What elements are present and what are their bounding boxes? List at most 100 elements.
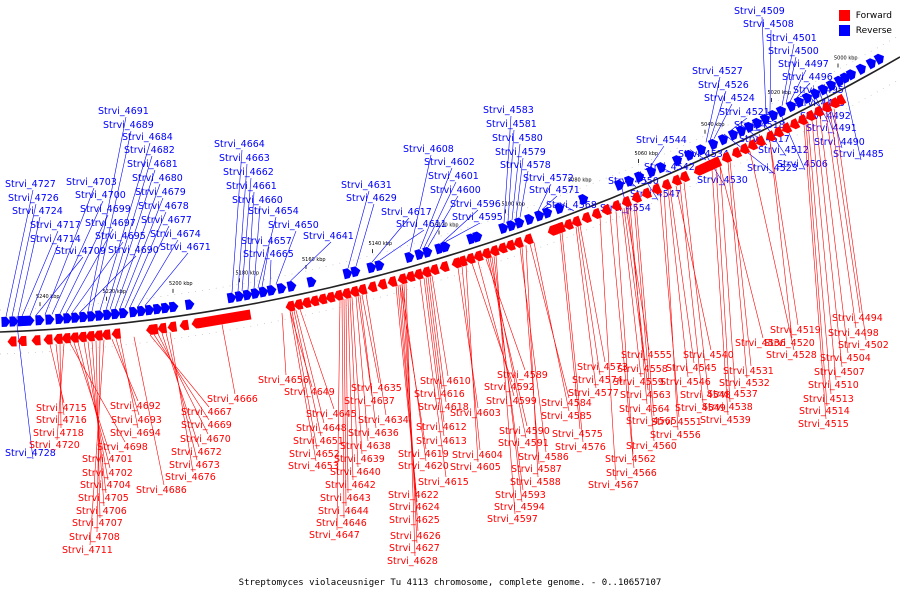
forward-gene-leader — [683, 182, 709, 391]
reverse-gene-label: Strvi_4572 — [523, 173, 574, 184]
reverse-gene-label: Strvi_4526 — [698, 80, 749, 91]
reverse-gene-arrow — [498, 222, 509, 235]
reverse-gene-label: Strvi_4695 — [95, 231, 146, 242]
tick-label: 5100 kbp — [502, 201, 526, 207]
forward-gene-arrow — [671, 174, 683, 186]
reverse-gene-arrow — [258, 286, 269, 298]
forward-gene-label: Strvi_4667 — [181, 407, 232, 418]
forward-gene-leader — [577, 226, 601, 376]
forward-gene-label: Strvi_4640 — [330, 467, 381, 478]
forward-gene-label: Strvi_4594 — [494, 502, 545, 513]
forward-gene-leader — [465, 265, 479, 463]
forward-gene-arrow — [798, 113, 809, 126]
reverse-gene-leader — [795, 82, 811, 99]
reverse-gene-leader — [379, 229, 425, 261]
reverse-gene-arrow — [1, 316, 11, 327]
tick-label: 5140 kbp — [369, 241, 393, 247]
reverse-gene-arrow — [286, 281, 297, 292]
reverse-gene-arrow — [128, 306, 139, 318]
reverse-gene-arrow — [152, 303, 163, 315]
reverse-gene-label: Strvi_4650 — [268, 220, 319, 231]
reverse-gene-arrow — [767, 110, 779, 122]
reverse-gene-leader — [137, 239, 179, 307]
reverse-gene-leader — [355, 203, 375, 267]
forward-gene-arrow — [61, 333, 71, 344]
forward-gene-leader — [635, 202, 655, 417]
forward-gene-arrow — [489, 245, 500, 257]
forward-gene-arrow — [341, 287, 352, 299]
forward-gene-arrow — [679, 170, 691, 183]
reverse-gene-arrow — [865, 58, 876, 70]
forward-gene-leader — [361, 294, 380, 384]
reverse-gene-label: Strvi_4717 — [30, 220, 81, 231]
forward-gene-leader — [431, 275, 449, 377]
reverse-gene-leader — [269, 259, 272, 286]
forward-gene-leader — [429, 276, 447, 403]
forward-gene-leader — [345, 298, 349, 494]
forward-gene-label: Strvi_4610 — [420, 376, 471, 387]
reverse-gene-arrow — [817, 84, 828, 96]
forward-gene-leader — [833, 108, 867, 341]
forward-gene-arrow — [651, 183, 663, 195]
reverse-gene-arrow — [136, 305, 147, 317]
forward-gene-arrow — [53, 333, 63, 344]
reverse-gene-label: Strvi_4491 — [806, 123, 857, 134]
forward-gene-arrow — [830, 97, 841, 109]
reverse-gene-arrow — [534, 210, 545, 222]
forward-gene-label: Strvi_4636 — [348, 428, 399, 439]
reverse-gene-arrow — [717, 134, 729, 146]
forward-gene-leader — [133, 336, 165, 486]
reverse-swatch — [838, 25, 850, 36]
forward-gene-arrow — [755, 135, 767, 147]
reverse-gene-label: Strvi_4508 — [743, 19, 794, 30]
forward-gene-leader — [495, 255, 516, 515]
reverse-gene-leader — [769, 29, 772, 112]
forward-gene-leader — [629, 205, 648, 405]
reverse-gene-label: Strvi_4665 — [243, 249, 294, 260]
forward-gene-leader — [729, 161, 752, 367]
forward-gene-leader — [811, 120, 837, 381]
forward-gene-leader — [77, 342, 111, 469]
forward-gene-arrow — [357, 283, 368, 295]
reverse-gene-label: Strvi_4682 — [124, 145, 175, 156]
reverse-gene-leader — [5, 189, 34, 317]
forward-gene-leader — [829, 110, 861, 314]
forward-gene-label: Strvi_4619 — [398, 449, 449, 460]
reverse-gene-arrow — [71, 312, 81, 323]
reverse-gene-leader — [761, 16, 767, 114]
forward-gene-label: Strvi_4546 — [660, 377, 711, 388]
forward-gene-label: Strvi_4528 — [766, 350, 817, 361]
reverse-gene-leader — [713, 103, 733, 139]
forward-gene-arrow — [747, 139, 759, 151]
forward-gene-leader — [119, 338, 139, 429]
forward-gene-label: Strvi_4652 — [289, 449, 340, 460]
forward-gene-label: Strvi_4532 — [719, 378, 770, 389]
forward-gene-label: Strvi_4531 — [723, 366, 774, 377]
tick-label: 5120 kbp — [435, 223, 459, 229]
reverse-gene-label: Strvi_4679 — [135, 187, 186, 198]
forward-gene-leader — [609, 213, 635, 469]
reverse-gene-leader — [261, 246, 270, 288]
reverse-gene-label: Strvi_4726 — [8, 193, 59, 204]
forward-gene-arrow — [439, 260, 450, 272]
forward-gene-label: Strvi_4708 — [69, 532, 120, 543]
forward-gene-leader — [87, 341, 107, 494]
forward-gene-arrow — [631, 191, 643, 203]
reverse-gene-label: Strvi_4641 — [303, 231, 354, 242]
forward-gene-leader — [807, 122, 832, 395]
forward-gene-leader — [529, 243, 570, 399]
forward-gene-label: Strvi_4588 — [510, 477, 561, 488]
reverse-gene-arrow — [578, 194, 589, 206]
reverse-gene-leader — [129, 225, 170, 308]
forward-gene-leader — [669, 188, 695, 364]
reverse-gene-leader — [114, 183, 161, 310]
forward-gene-leader — [659, 192, 680, 418]
forward-gene-leader — [675, 185, 712, 351]
forward-gene-label: Strvi_4718 — [33, 428, 84, 439]
reverse-gene-arrow — [414, 249, 425, 261]
forward-gene-leader — [221, 324, 236, 395]
forward-gene-leader — [161, 333, 200, 448]
forward-gene-label: Strvi_4704 — [80, 480, 131, 491]
reverse-gene-leader — [119, 197, 164, 309]
